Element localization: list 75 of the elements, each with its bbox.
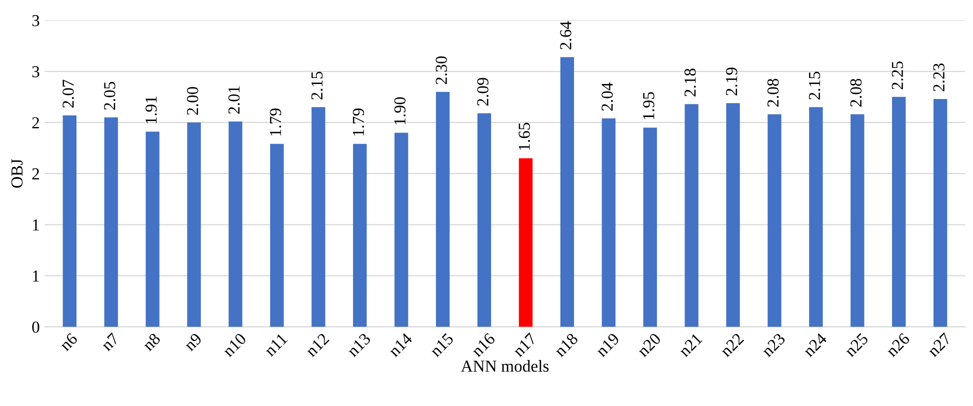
- bar: [477, 113, 492, 327]
- x-axis-title: ANN models: [460, 360, 549, 372]
- y-tick-label: 0: [32, 322, 40, 333]
- data-label: 2.01: [228, 86, 240, 114]
- bar: [146, 132, 160, 327]
- x-tick-label: n27: [926, 332, 952, 358]
- y-tick-label: 1: [33, 270, 39, 282]
- x-tick-label: n17: [512, 332, 538, 358]
- bar: [809, 107, 823, 327]
- bar: [560, 57, 574, 327]
- x-tick-label: n23: [760, 332, 786, 358]
- bar: [394, 132, 408, 327]
- bar: [892, 96, 906, 327]
- data-label: 2.30: [436, 56, 448, 84]
- x-tick-label: n7: [100, 332, 120, 352]
- x-tick-label: n26: [885, 332, 910, 358]
- x-tick-label: n12: [304, 332, 330, 358]
- x-tick-label: n25: [844, 332, 869, 358]
- data-label: 1.79: [270, 108, 282, 136]
- data-label: 2.09: [477, 78, 488, 106]
- x-tick-label: n24: [802, 332, 828, 358]
- data-label: 2.07: [62, 80, 74, 108]
- bar: [270, 144, 284, 327]
- data-label: 2.18: [684, 68, 696, 96]
- data-label: 2.15: [808, 72, 820, 100]
- y-tick-label: 1: [33, 219, 39, 230]
- data-label: 1.79: [352, 108, 364, 136]
- x-tick-label: n15: [429, 332, 454, 358]
- bar: [353, 144, 367, 327]
- x-tick-label: n22: [719, 332, 744, 358]
- data-label: 2.25: [892, 61, 904, 90]
- x-tick-label: n13: [346, 332, 372, 358]
- bar: [312, 107, 326, 327]
- x-tick-label: n9: [183, 332, 202, 352]
- x-tick-label: n18: [554, 332, 579, 358]
- x-tick-label: n19: [595, 332, 620, 358]
- bar: [187, 122, 201, 327]
- y-axis-title: OBJ: [11, 159, 23, 188]
- bar: [768, 114, 782, 327]
- data-label: 2.23: [933, 64, 945, 92]
- x-tick-label: n8: [142, 332, 161, 352]
- x-tick-label: n14: [388, 332, 413, 358]
- bar: [684, 104, 698, 327]
- bar: [518, 158, 533, 327]
- bar: [436, 92, 450, 327]
- bar: [934, 98, 948, 327]
- bar: [62, 115, 76, 327]
- y-tick-label: 2: [32, 168, 39, 180]
- bar: [726, 103, 740, 327]
- y-tick-label: 3: [32, 66, 40, 78]
- bar: [228, 121, 242, 327]
- x-tick-label: n20: [636, 332, 662, 358]
- bar: [643, 128, 657, 327]
- y-tick-label: 3: [32, 15, 40, 26]
- x-tick-label: n10: [222, 332, 247, 358]
- data-label: 2.08: [767, 78, 779, 107]
- data-label: 1.91: [146, 96, 157, 124]
- data-label: 2.15: [311, 72, 323, 100]
- data-label: 2.05: [104, 82, 116, 110]
- data-label: 2.08: [850, 78, 862, 107]
- bar: [850, 114, 864, 327]
- x-tick-label: n16: [470, 332, 496, 358]
- bar: [602, 118, 616, 327]
- data-label: 1.65: [518, 122, 530, 150]
- data-label: 2.04: [602, 82, 613, 111]
- bar: [104, 117, 118, 327]
- data-label: 2.19: [726, 68, 738, 96]
- x-tick-label: n21: [678, 332, 703, 358]
- data-label: 2.00: [186, 87, 198, 115]
- data-label: 1.90: [394, 97, 406, 124]
- x-tick-label: n11: [264, 332, 288, 357]
- data-label: 1.95: [643, 92, 654, 120]
- data-label: 2.64: [560, 21, 572, 50]
- x-tick-label: n6: [59, 332, 78, 352]
- y-tick-label: 2: [32, 117, 39, 128]
